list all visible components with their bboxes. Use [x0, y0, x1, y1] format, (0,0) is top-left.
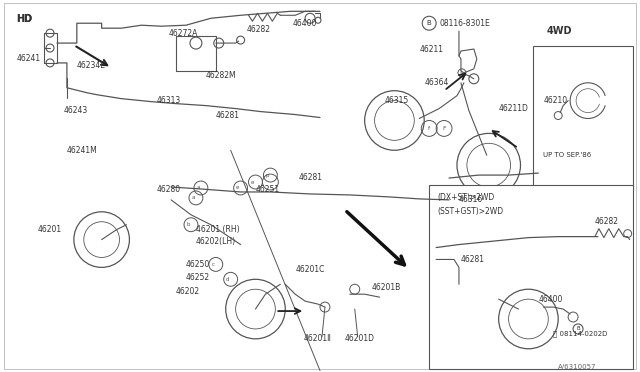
Text: 46201 (RH): 46201 (RH): [196, 225, 239, 234]
Text: a: a: [191, 195, 195, 201]
Text: 46201Ⅱ: 46201Ⅱ: [303, 334, 331, 343]
Text: 46202(LH): 46202(LH): [196, 237, 236, 246]
Text: e: e: [236, 186, 239, 190]
Text: f: f: [428, 126, 430, 131]
Text: p: p: [266, 173, 269, 177]
Text: c: c: [211, 262, 214, 267]
Text: 46272A: 46272A: [168, 29, 198, 38]
Text: 46282: 46282: [246, 25, 271, 34]
Text: 46251: 46251: [255, 186, 280, 195]
Text: 46364: 46364: [424, 78, 449, 87]
Bar: [533, 46, 633, 190]
Text: 46252: 46252: [186, 273, 210, 282]
Text: 46281: 46281: [216, 111, 240, 120]
Text: HD: HD: [16, 14, 33, 24]
Text: 46234E: 46234E: [77, 61, 106, 70]
Text: (DX+ST)>2WD: (DX+ST)>2WD: [437, 193, 494, 202]
Text: 4WD: 4WD: [547, 26, 572, 36]
Text: B: B: [427, 20, 431, 26]
Text: 46211: 46211: [419, 45, 444, 54]
Text: 46281: 46281: [461, 255, 485, 264]
Text: 46201B: 46201B: [372, 283, 401, 292]
Text: 46282: 46282: [595, 217, 619, 226]
Text: 46400: 46400: [538, 295, 563, 304]
Text: 46316: 46316: [459, 195, 483, 204]
Text: UP TO SEP.'86: UP TO SEP.'86: [543, 152, 591, 158]
Text: 46282M: 46282M: [206, 71, 237, 80]
Text: 46400: 46400: [292, 19, 317, 28]
Text: B: B: [576, 326, 580, 331]
Text: b: b: [186, 222, 189, 227]
Text: 46313: 46313: [156, 96, 180, 105]
Text: 46201D: 46201D: [345, 334, 375, 343]
Text: 46201: 46201: [37, 225, 61, 234]
Text: 46211D: 46211D: [499, 104, 529, 113]
Text: (SST+GST)>2WD: (SST+GST)>2WD: [437, 207, 503, 216]
Text: e: e: [251, 180, 254, 185]
Text: 46280: 46280: [156, 186, 180, 195]
Text: 08116-8301E: 08116-8301E: [439, 19, 490, 28]
Text: 46315: 46315: [385, 96, 409, 105]
Text: 46281: 46281: [298, 173, 322, 182]
Text: 46241: 46241: [16, 54, 40, 64]
Text: A/6310057: A/6310057: [558, 364, 596, 370]
Text: 46250: 46250: [186, 260, 211, 269]
Text: 46202: 46202: [176, 287, 200, 296]
Text: 46243: 46243: [64, 106, 88, 115]
Text: 46210: 46210: [543, 96, 568, 105]
Bar: [429, 185, 633, 369]
Text: 46241M: 46241M: [67, 146, 98, 155]
Text: 46201C: 46201C: [295, 265, 324, 274]
Text: a: a: [196, 186, 200, 190]
Text: Ⓑ 08114-0202D: Ⓑ 08114-0202D: [553, 331, 607, 337]
Text: d: d: [226, 277, 230, 282]
Text: F: F: [442, 126, 446, 131]
Text: HD: HD: [16, 14, 33, 24]
